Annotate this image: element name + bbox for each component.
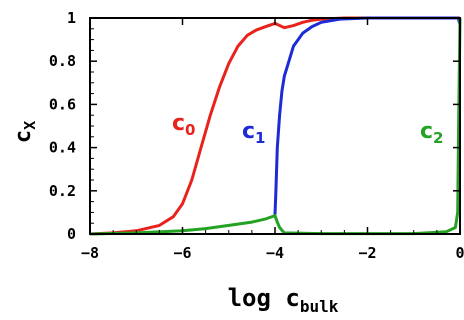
x-tick-label: 0 xyxy=(455,244,464,262)
y-tick-label: 1 xyxy=(67,9,76,27)
y-axis-title-sub: X xyxy=(21,121,39,130)
tick-labels: −8 −6 −4 −2 0 0 0.2 0.4 0.6 0.8 1 xyxy=(49,9,464,262)
y-tick-label: 0 xyxy=(67,225,76,243)
y-tick-label: 0.8 xyxy=(49,52,76,70)
series-label-c1: c1 xyxy=(242,119,265,147)
y-tick-label: 0.6 xyxy=(49,95,76,113)
x-tick-label: −4 xyxy=(266,244,284,262)
x-tick-label: −6 xyxy=(173,244,191,262)
x-tick-label: −2 xyxy=(358,244,376,262)
y-tick-label: 0.4 xyxy=(49,139,76,157)
tick-marks xyxy=(89,17,461,235)
x-axis-title-main: log c xyxy=(228,284,300,312)
series-line-c0 xyxy=(89,16,460,236)
series-label-c0: c0 xyxy=(172,111,195,139)
x-axis-title-sub: bulk xyxy=(300,297,339,316)
y-tick-label: 0.2 xyxy=(49,182,76,200)
x-axis-title: log cbulk xyxy=(228,284,339,316)
x-tick-label: −8 xyxy=(81,244,99,262)
y-axis-title-main: c xyxy=(11,130,36,143)
series-label-c2: c2 xyxy=(420,119,443,147)
series-labels: c0 c1 c2 xyxy=(172,111,443,147)
y-axis-title: cX xyxy=(11,121,39,143)
series-line-c2 xyxy=(89,17,462,236)
